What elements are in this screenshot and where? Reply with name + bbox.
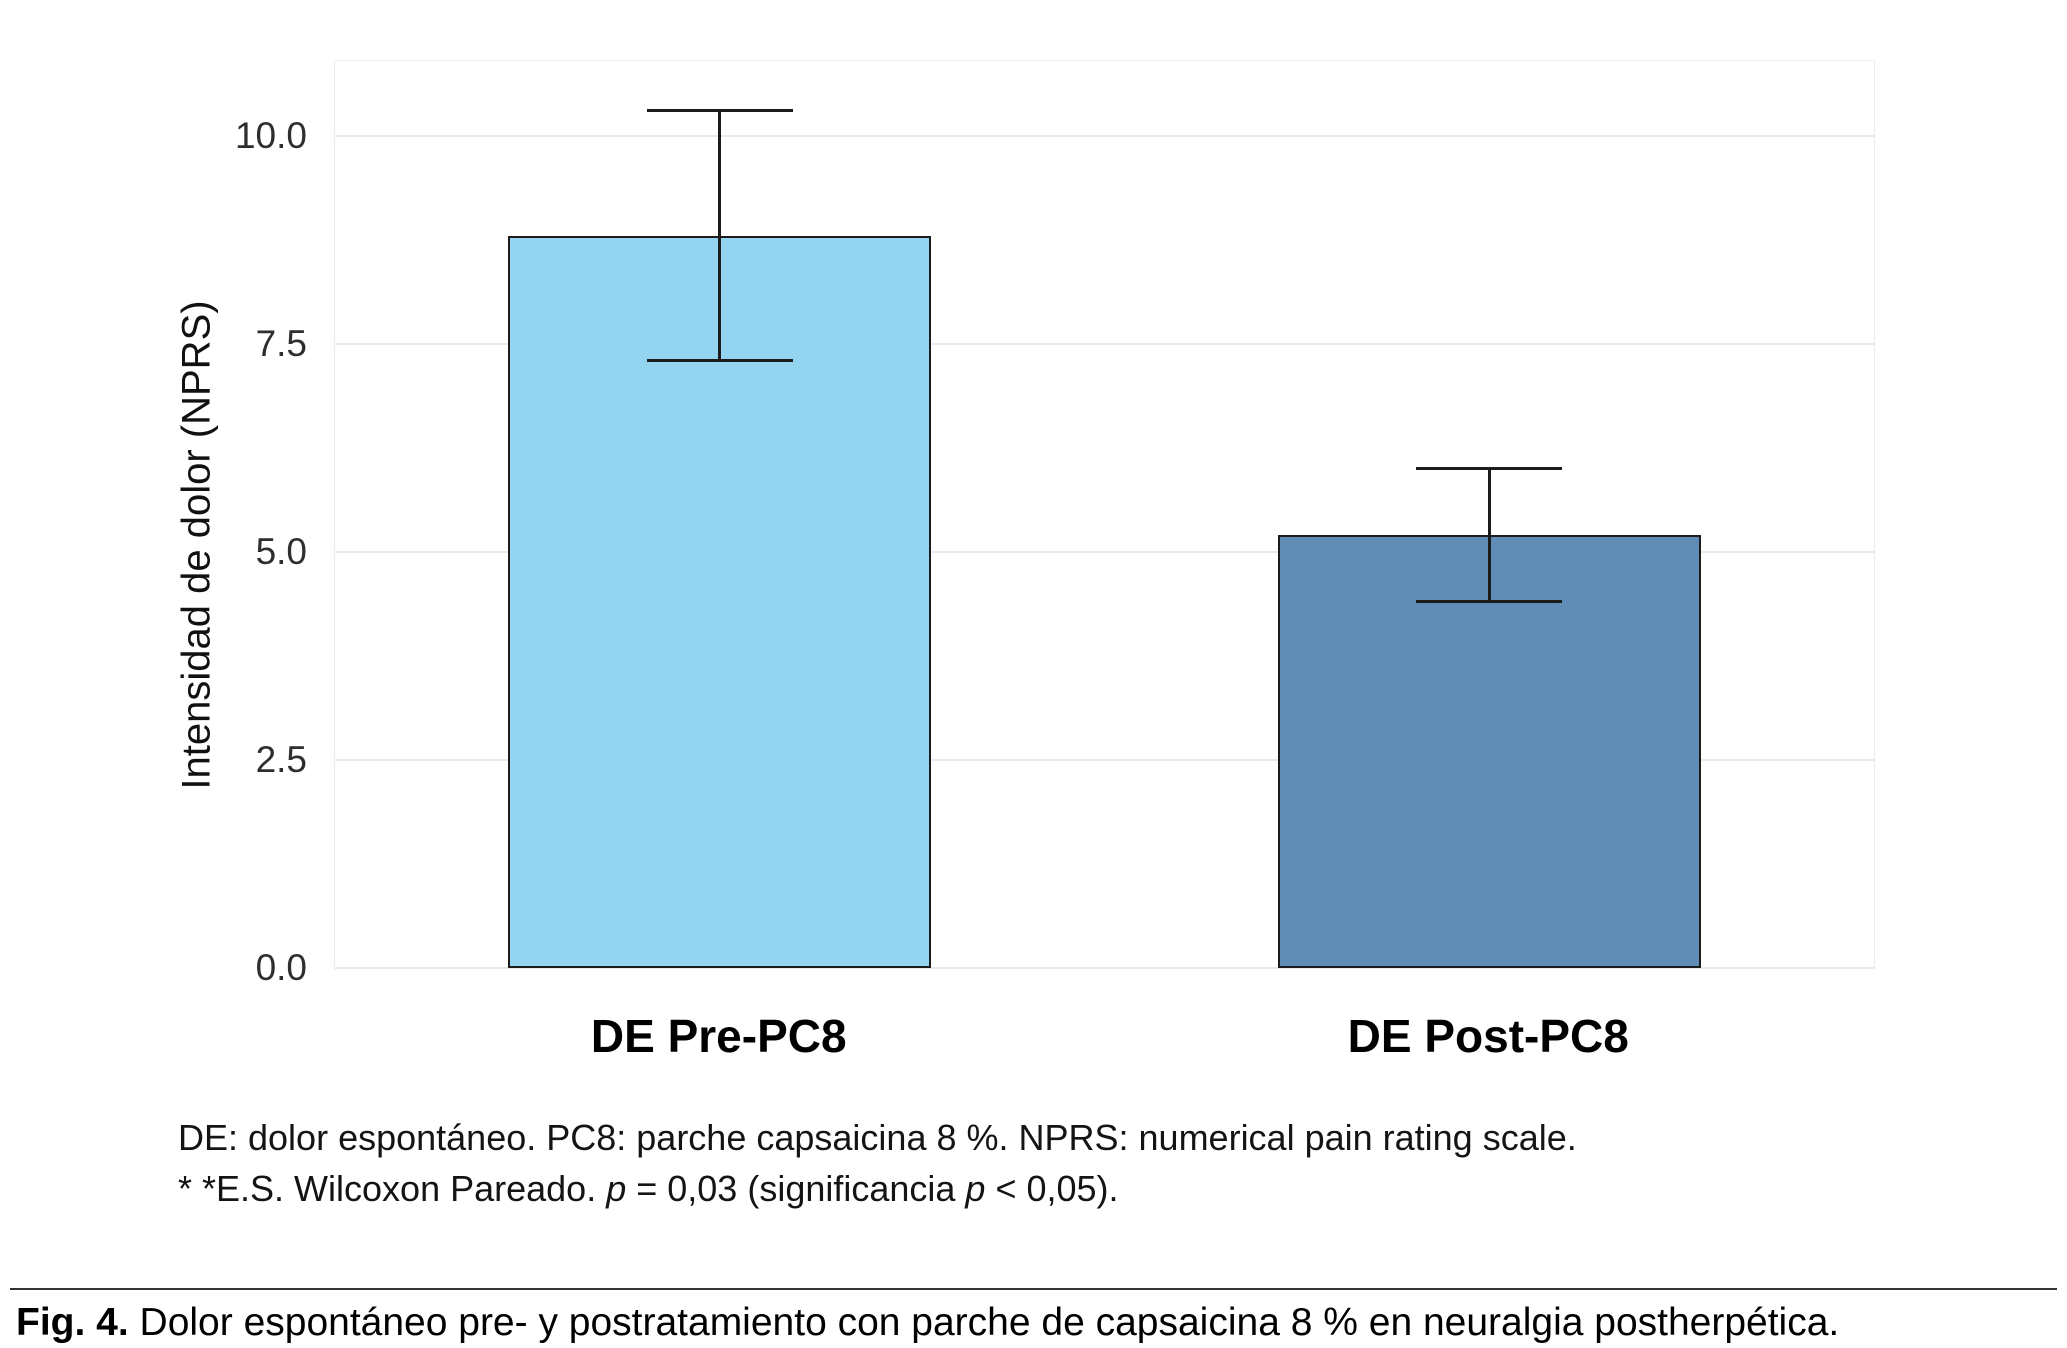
gridline: [335, 134, 1874, 137]
error-bar-cap-lower: [1416, 600, 1563, 604]
error-bar-line: [718, 110, 722, 361]
gridline: [335, 967, 1874, 969]
error-bar-cap-upper: [1416, 467, 1563, 471]
y-tick-label: 0.0: [255, 947, 307, 988]
y-tick-label: 5.0: [255, 530, 307, 572]
gridline: [335, 342, 1874, 345]
bar-2: [1277, 535, 1701, 968]
footnote-block: DE: dolor espontáneo. PC8: parche capsai…: [178, 1112, 1577, 1214]
footnote-line-1: DE: dolor espontáneo. PC8: parche capsai…: [178, 1117, 1577, 1158]
p-symbol: p: [606, 1168, 627, 1210]
footnote-line-2-prefix: * *E.S. Wilcoxon Pareado.: [178, 1168, 607, 1210]
caption-divider: [10, 1288, 2057, 1290]
x-category-label: DE Post-PC8: [1347, 1010, 1629, 1062]
gridline: [335, 758, 1874, 761]
footnote-line-2-suffix: < 0,05).: [985, 1168, 1119, 1210]
p-symbol: p: [965, 1168, 986, 1210]
error-bar-line: [1487, 468, 1491, 602]
plot-area: [334, 60, 1875, 969]
y-tick-label: 10.0: [234, 114, 307, 156]
figure-caption: Fig. 4. Dolor espontáneo pre- y postrata…: [16, 1301, 1839, 1345]
error-bar-cap-upper: [646, 109, 793, 113]
caption-text: Dolor espontáneo pre- y postratamiento c…: [139, 1301, 1840, 1344]
caption-label: Fig. 4.: [16, 1301, 129, 1344]
y-tick-label: 2.5: [255, 738, 307, 780]
footnote-line-2-mid: = 0,03 (significancia: [626, 1168, 966, 1210]
gridline: [335, 550, 1874, 553]
y-tick-label: 7.5: [255, 322, 307, 364]
error-bar-cap-lower: [646, 359, 793, 363]
footnote-line-2: * *E.S. Wilcoxon Pareado. p = 0,03 (sign…: [178, 1163, 1577, 1214]
x-category-label: DE Pre-PC8: [590, 1010, 847, 1062]
